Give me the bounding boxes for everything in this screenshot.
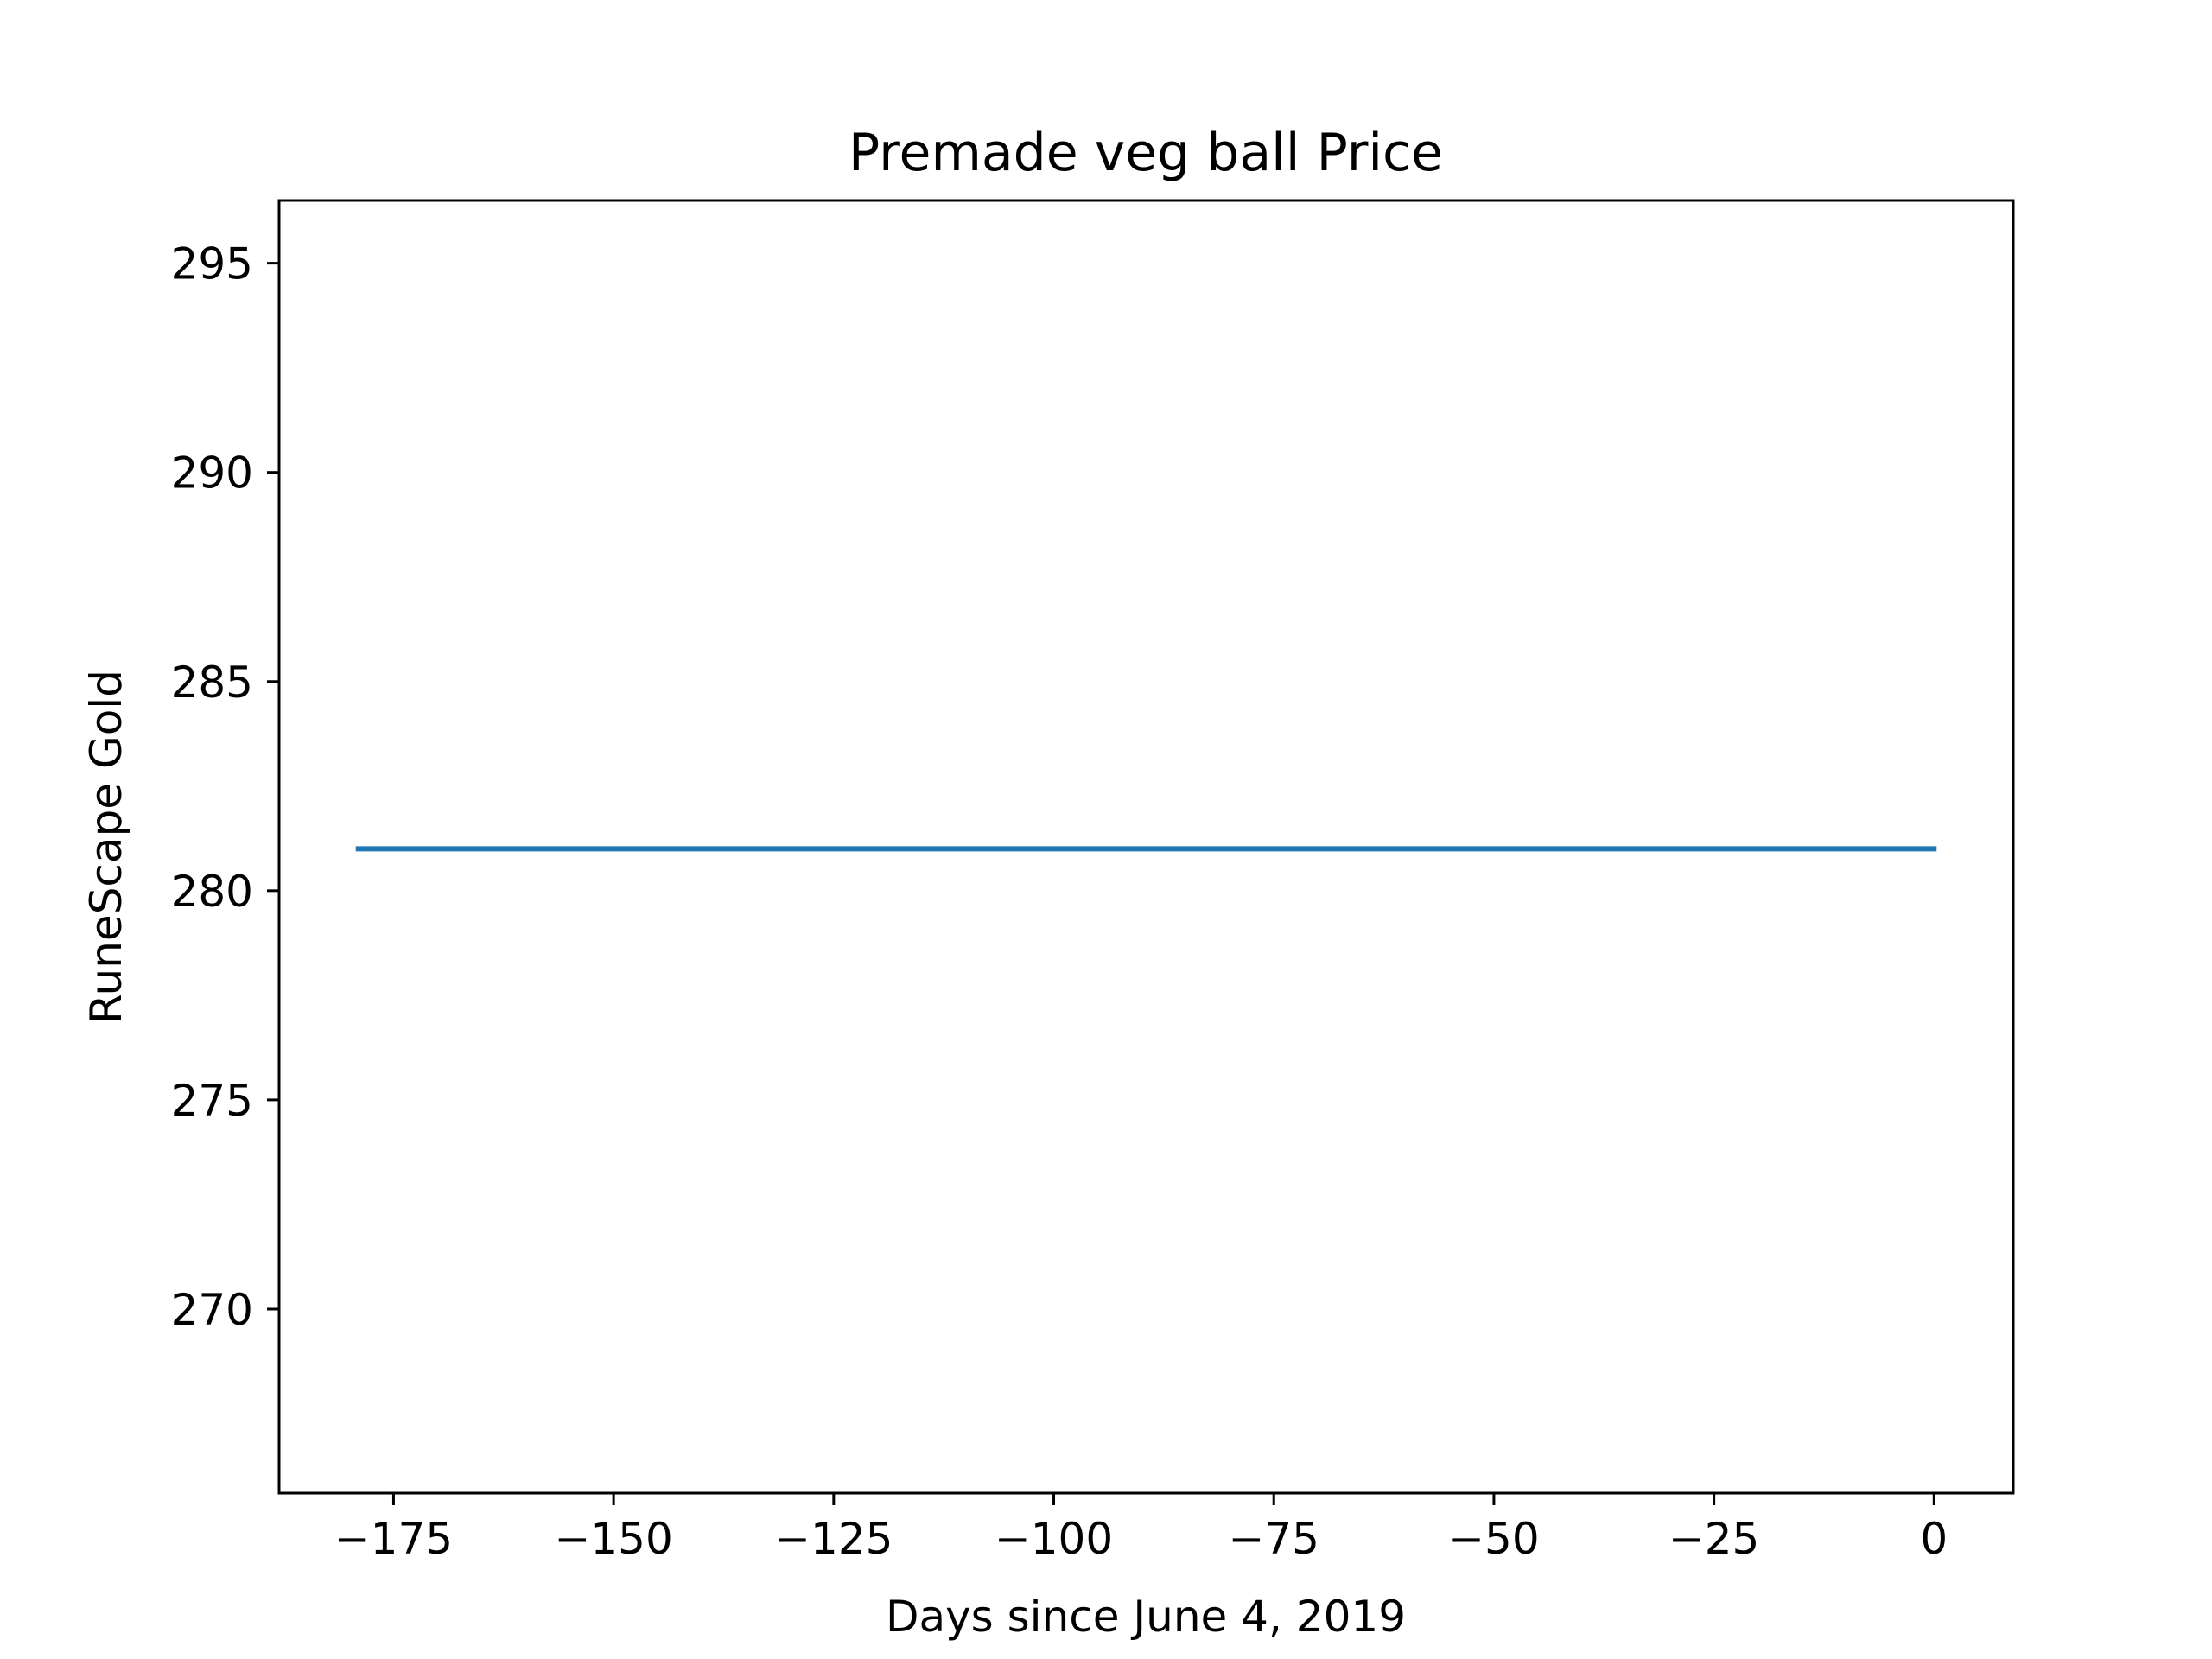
y-tick-label: 290: [171, 448, 253, 499]
x-tick-label: 0: [1920, 1514, 1948, 1564]
y-tick-label: 295: [171, 239, 253, 289]
x-tick-label: −75: [1228, 1514, 1319, 1564]
y-axis: 270 275 280 285 290 295: [171, 239, 279, 1335]
x-tick-label: −100: [995, 1514, 1113, 1564]
x-tick-label: −175: [334, 1514, 453, 1564]
x-axis-label: Days since June 4, 2019: [886, 1592, 1406, 1642]
x-axis: −175 −150 −125 −100 −75 −50 −25 0: [334, 1493, 1948, 1564]
x-tick-label: −25: [1669, 1514, 1760, 1564]
y-tick-label: 280: [171, 867, 253, 917]
y-tick-label: 285: [171, 658, 253, 708]
chart-title: Premade veg ball Price: [849, 123, 1443, 183]
y-tick-label: 275: [171, 1076, 253, 1126]
x-tick-label: −150: [554, 1514, 672, 1564]
y-tick-label: 270: [171, 1285, 253, 1335]
plot-area-frame: [277, 199, 2015, 1495]
y-axis-label: RuneScape Gold: [81, 670, 131, 1024]
x-tick-label: −125: [774, 1514, 893, 1564]
x-tick-label: −50: [1448, 1514, 1540, 1564]
